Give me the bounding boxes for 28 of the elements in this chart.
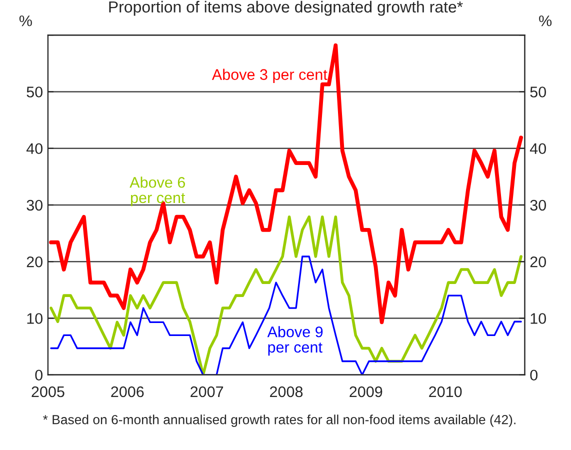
y2-tick-label: 30 [530,200,546,211]
y2-tick-label: 50 [530,86,546,98]
y2-tick-label: 20 [530,256,546,268]
y-tick-label: 10 [27,313,43,324]
x-tick-label: 2009 [350,386,382,398]
y-axis-title: % [19,15,32,26]
x-tick-label: 2010 [429,386,462,398]
y-tick-label: 50 [26,86,43,98]
chart-title: Proportion of items above designated growth rate* [109,0,463,16]
y2-tick-label: 10 [530,313,546,324]
y-tick-label: 20 [26,256,43,268]
series-label: Above 3 per cent [212,68,328,83]
x-tick-label: 2008 [270,386,303,398]
line-series [49,43,523,324]
line-series [50,215,522,375]
x-tick-label: 2007 [190,386,224,398]
series-label: Above 9 per cent [267,326,323,356]
y2-tick-label: 40 [530,143,546,154]
y2-axis-title: % [539,15,552,26]
y-tick-label: 30 [26,200,43,211]
y2-tick-label: 0 [530,370,538,381]
x-tick-label: 2005 [32,386,64,398]
text: Above 6 per cent [130,176,186,206]
y-tick-label: 0 [35,370,43,381]
line-series [50,256,522,375]
x-tick-label: 2006 [111,386,144,398]
text: * Based on 6-month annualised growth rates for all non-food items available (42). [43,414,516,427]
y-tick-label: 40 [26,143,43,154]
